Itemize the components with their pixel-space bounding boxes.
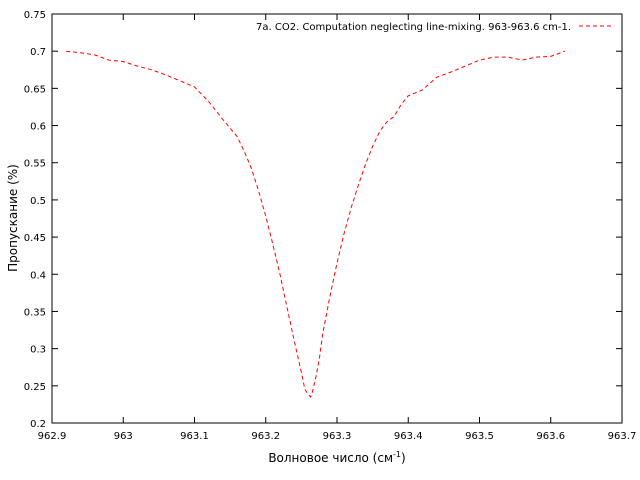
series-line — [66, 50, 566, 398]
x-axis-label-close: ) — [401, 451, 406, 465]
plot-frame — [51, 13, 623, 424]
legend: 7a. CO2. Computation neglecting line-mix… — [256, 22, 611, 33]
y-tick-label: 0.55 — [24, 159, 46, 170]
x-tick-label: 963.6 — [536, 431, 565, 442]
y-tick-label: 0.75 — [24, 10, 46, 21]
x-tick-label: 963 — [114, 431, 133, 442]
x-tick-label: 963.2 — [251, 431, 280, 442]
x-tick-label: 963.4 — [394, 431, 423, 442]
y-tick-label: 0.6 — [30, 122, 46, 133]
x-tick-label: 963.7 — [608, 431, 637, 442]
y-tick-label: 0.5 — [30, 196, 46, 207]
legend-label: 7a. CO2. Computation neglecting line-mix… — [256, 22, 571, 33]
y-axis-label: Пропускание (%) — [6, 164, 20, 272]
x-tick-label: 962.9 — [38, 431, 67, 442]
y-tick-label: 0.4 — [30, 270, 46, 281]
y-tick-label: 0.35 — [24, 307, 46, 318]
y-tick-label: 0.65 — [24, 84, 46, 95]
x-tick-label: 963.5 — [465, 431, 494, 442]
y-tick-label: 0.25 — [24, 382, 46, 393]
x-axis-label: Волновое число (см-1) — [268, 450, 405, 465]
y-tick-label: 0.3 — [30, 345, 46, 356]
y-tick-label: 0.7 — [30, 47, 46, 58]
x-tick-label: 963.1 — [180, 431, 209, 442]
x-axis-label-main: Волновое число (см — [268, 451, 393, 465]
y-tick-label: 0.45 — [24, 233, 46, 244]
series-group — [66, 50, 566, 398]
x-tick-label: 963.3 — [323, 431, 352, 442]
y-tick-label: 0.2 — [30, 419, 46, 430]
ticks: 962.9 963 963.1 963.2 963.3 963.4 963.5 963.6 96… — [24, 10, 637, 442]
x-axis-label-sup: -1 — [393, 450, 401, 459]
